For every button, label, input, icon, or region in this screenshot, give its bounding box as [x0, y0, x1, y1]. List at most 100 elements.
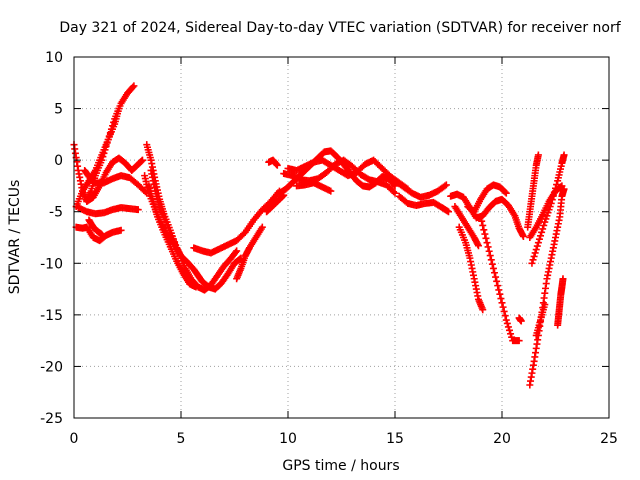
data-point: [547, 199, 555, 207]
data-point: [390, 188, 398, 196]
data-point: [101, 146, 109, 154]
series-arc-6: [74, 204, 142, 218]
data-point: [538, 228, 546, 236]
data-point: [529, 256, 537, 264]
series-arc-13: [233, 223, 266, 283]
data-point: [505, 326, 513, 334]
data-point: [504, 323, 512, 331]
data-point: [110, 118, 118, 126]
data-point: [552, 184, 559, 192]
data-point: [106, 129, 114, 137]
data-point: [502, 316, 510, 324]
data-point: [492, 273, 500, 281]
data-point: [233, 247, 241, 255]
data-point: [138, 156, 146, 164]
series-arc-18: [284, 156, 412, 193]
y-tick-label: 10: [45, 50, 63, 66]
x-tick-label: 5: [177, 431, 186, 447]
data-point: [480, 226, 488, 234]
data-point: [507, 330, 515, 338]
data-point: [496, 290, 504, 298]
y-tick-label: -5: [49, 205, 63, 221]
data-point: [441, 182, 449, 190]
data-point: [499, 303, 507, 311]
data-point: [494, 282, 502, 290]
data-point: [487, 256, 495, 264]
data-point: [489, 264, 497, 272]
data-point: [98, 156, 106, 164]
series-arc-33: [532, 301, 549, 339]
data-point: [391, 189, 399, 197]
data-point: [477, 213, 485, 221]
series-arc-32: [554, 275, 567, 329]
data-point: [531, 249, 539, 257]
data-point: [105, 132, 113, 140]
y-axis-label: SDTVAR / TECUs: [7, 180, 23, 295]
data-point: [535, 235, 543, 243]
data-point: [104, 136, 112, 144]
series-arc-23: [451, 203, 482, 250]
series-arc-19: [293, 179, 335, 195]
x-tick-label: 25: [600, 431, 618, 447]
series-arc-3: [83, 82, 138, 205]
data-point: [532, 246, 540, 254]
data-point: [481, 230, 489, 238]
y-tick-label: 5: [54, 102, 63, 118]
data-point: [548, 196, 556, 204]
data-point: [103, 139, 111, 147]
data-point: [534, 239, 542, 247]
data-point: [493, 277, 501, 285]
data-point: [109, 122, 117, 130]
data-point: [495, 286, 503, 294]
y-tick-label: -20: [40, 359, 63, 375]
data-point: [117, 226, 125, 234]
series-arc-12: [190, 187, 283, 257]
data-point: [107, 125, 115, 133]
data-point: [502, 189, 510, 197]
data-point: [484, 243, 492, 251]
series-arc-30: [528, 151, 568, 267]
data-point: [498, 299, 506, 307]
series-arc-27: [515, 314, 525, 325]
data-point: [537, 232, 545, 240]
data-point: [488, 260, 496, 268]
data-point: [530, 252, 538, 260]
x-axis-label: GPS time / hours: [282, 458, 399, 474]
series-arc-11: [141, 172, 179, 249]
series-arc-17: [280, 156, 399, 197]
gridlines: [74, 57, 609, 418]
data-point: [479, 221, 487, 229]
data-point: [534, 151, 542, 159]
data-point: [99, 153, 107, 161]
data-point: [497, 295, 505, 303]
series-arc-4: [81, 166, 151, 197]
data-point: [550, 188, 558, 196]
series-arc-25: [464, 181, 510, 216]
data-point: [129, 83, 137, 91]
data-point: [327, 187, 335, 195]
data-point: [533, 242, 541, 250]
data-point: [517, 317, 525, 325]
data-point: [273, 161, 281, 169]
data-point: [445, 208, 452, 216]
data-point: [553, 181, 561, 189]
data-point: [100, 149, 108, 157]
data-point: [130, 82, 138, 90]
data-point: [485, 247, 493, 255]
x-axis-ticks: 0 5 10 15 20 25: [70, 57, 618, 447]
plot-frame: [73, 56, 610, 419]
data-point: [560, 185, 568, 193]
data-point: [559, 275, 567, 283]
data-point: [519, 232, 527, 240]
series-arc-5: [72, 223, 125, 245]
series-arc-28: [524, 151, 542, 231]
data-point: [549, 192, 557, 200]
data-point: [482, 234, 490, 242]
data-point: [478, 217, 486, 225]
data-point: [560, 151, 568, 159]
data-point: [500, 307, 508, 315]
data-point: [102, 142, 110, 150]
y-axis-ticks: -25 -20 -15 -10 -5 0 5 10: [40, 50, 609, 427]
y-tick-label: -15: [40, 308, 63, 324]
y-tick-label: -25: [40, 411, 63, 427]
